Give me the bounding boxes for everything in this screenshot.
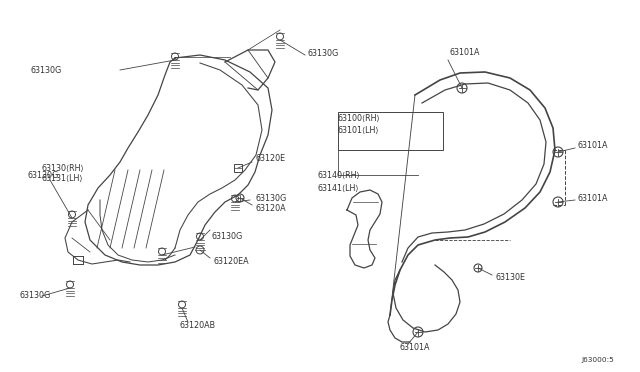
- Text: 63120A: 63120A: [255, 203, 285, 212]
- Text: 63101A: 63101A: [450, 48, 481, 57]
- Bar: [234, 164, 242, 172]
- Text: 63131⟨LH⟩: 63131⟨LH⟩: [42, 173, 83, 183]
- Text: 63101⟨LH⟩: 63101⟨LH⟩: [338, 125, 380, 135]
- Text: 63120AB: 63120AB: [180, 321, 216, 330]
- Bar: [338, 112, 443, 150]
- Text: 63130G: 63130G: [255, 193, 286, 202]
- Text: 63101A: 63101A: [400, 343, 431, 353]
- Text: 63100⟨RH⟩: 63100⟨RH⟩: [338, 113, 381, 122]
- Text: 63120EA: 63120EA: [213, 257, 248, 266]
- Text: 63120E: 63120E: [255, 154, 285, 163]
- Text: 63130⟨RH⟩: 63130⟨RH⟩: [42, 164, 84, 173]
- Text: 63140⟨RH⟩: 63140⟨RH⟩: [318, 170, 360, 180]
- Text: 63101A: 63101A: [578, 141, 609, 150]
- Text: J63000:5: J63000:5: [581, 357, 614, 363]
- Text: 63141⟨LH⟩: 63141⟨LH⟩: [318, 183, 360, 192]
- Text: 63130G: 63130G: [212, 231, 243, 241]
- Text: 63101A: 63101A: [578, 193, 609, 202]
- Text: 63130E: 63130E: [495, 273, 525, 282]
- Text: 63130G: 63130G: [20, 292, 51, 301]
- Text: 63130G: 63130G: [308, 48, 339, 58]
- Text: 63130G: 63130G: [31, 65, 62, 74]
- Text: 63130G: 63130G: [28, 170, 60, 180]
